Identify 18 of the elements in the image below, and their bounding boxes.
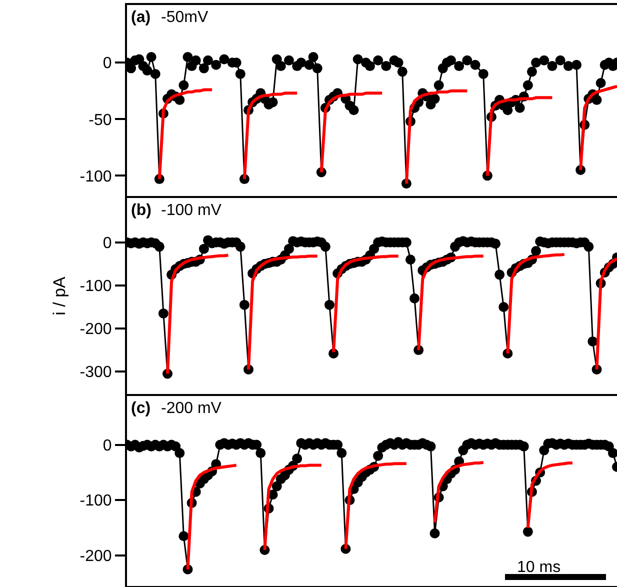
y-tick-label: -100 — [80, 492, 112, 510]
y-tick-label: -100 — [80, 168, 112, 186]
chart-title: (a) — [131, 9, 151, 26]
y-tick-label: -200 — [80, 321, 112, 338]
y-tick-label: -300 — [80, 364, 112, 382]
y-tick-label: -100 — [80, 278, 112, 296]
chart-title: (b) — [131, 202, 152, 219]
y-tick-label: 0 — [102, 234, 112, 252]
y-tick-label: -50 — [88, 112, 112, 129]
annotation: 10 ms — [517, 559, 561, 576]
chart-subtitle: -200 mV — [161, 400, 222, 417]
chart-title: (c) — [131, 400, 151, 417]
y-tick-label: 0 — [102, 437, 112, 454]
chart-subtitle: -100 mV — [161, 202, 222, 219]
chart-subtitle: -50mV — [161, 9, 208, 26]
y-tick-label: -200 — [80, 548, 112, 566]
y-tick-label: 0 — [102, 55, 112, 72]
y-axis-title: i / pA — [50, 276, 69, 316]
